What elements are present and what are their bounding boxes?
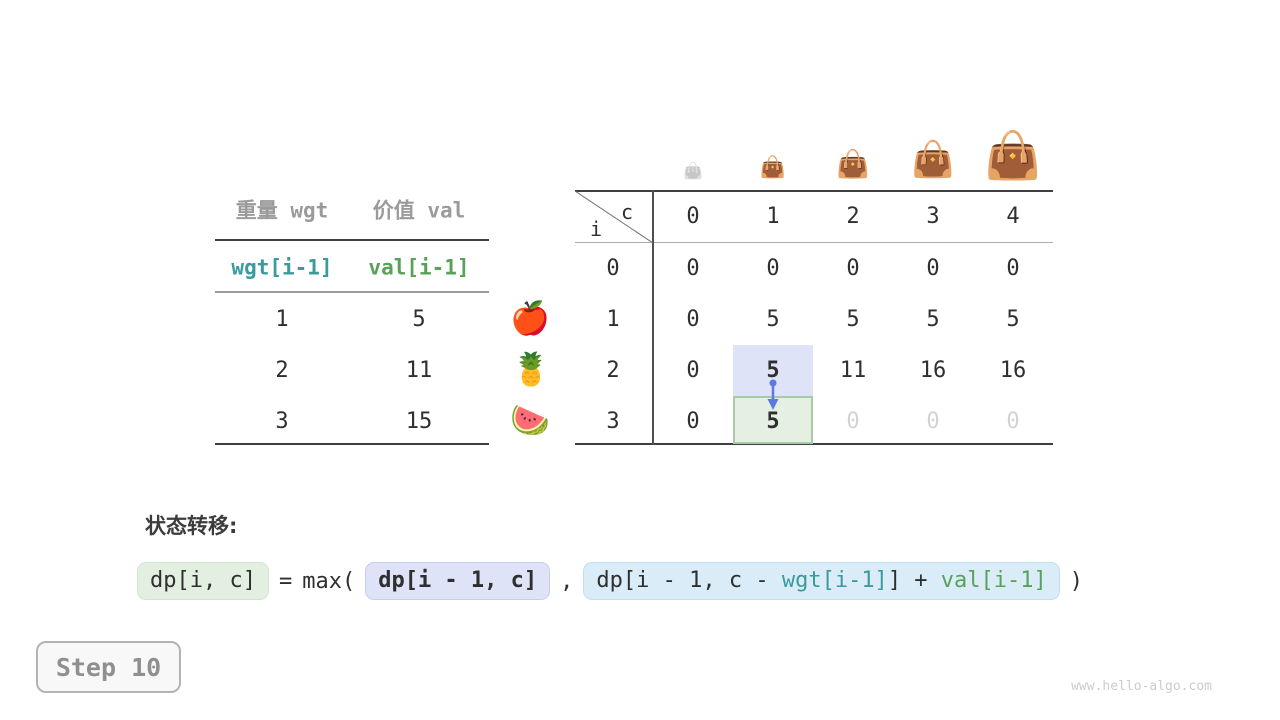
bag-icon-capacity-1: 👜 [759,155,787,179]
watermark: www.hello-algo.com [1071,679,1212,694]
dp-table-bottom-rule [575,443,1053,445]
corner-col-var: c [620,200,634,224]
dp-cell-1-3: 5 [926,307,940,332]
formula-put-prefix: dp[i - 1, c - [596,567,782,593]
dp-cell-3-3: 0 [926,409,940,434]
watermelon-icon: 🍉 [510,401,550,439]
dp-cell-2-3: 16 [919,358,947,383]
dp-cell-0-0: 0 [686,256,700,281]
item-3-value: 15 [405,409,433,434]
corner-row-var: i [589,217,603,241]
formula-comma: , [560,568,574,594]
dp-cell-3-1-highlighted: 5 [766,409,780,434]
formula-put-wgt: wgt[i-1] [781,567,888,593]
formula-equals: = [278,568,293,594]
col-header-3: 3 [926,204,940,229]
items-table-header-value: 价值 val [372,198,466,223]
formula-put-mid: ] + [887,567,941,593]
apple-icon: 🍎 [510,299,550,337]
dp-cell-1-2: 5 [846,307,860,332]
items-table-header-weight: 重量 wgt [235,198,329,223]
dp-cell-0-1: 0 [766,256,780,281]
dp-cell-1-0: 0 [686,307,700,332]
bag-icon-capacity-2: 👜 [836,149,870,180]
item-2-weight: 2 [275,358,289,383]
pineapple-icon: 🍍 [511,350,551,388]
formula-lhs-box: dp[i, c] [137,561,269,601]
formula-close-paren: ) [1069,568,1084,594]
dp-table-top-rule [575,190,1053,192]
row-header-0: 0 [606,256,620,281]
state-transition-label: 状态转移: [145,514,238,538]
items-table-mid-rule [215,291,489,293]
dp-cell-2-4: 16 [999,358,1027,383]
dp-cell-0-4: 0 [1006,256,1020,281]
dp-cell-2-0: 0 [686,358,700,383]
bag-icon-capacity-0: 👜 [683,161,703,180]
items-table-bottom-rule [215,443,489,445]
col-header-4: 4 [1006,204,1020,229]
items-table-top-rule [215,239,489,241]
dp-cell-3-0: 0 [686,409,700,434]
item-2-value: 11 [405,358,433,383]
item-1-weight: 1 [275,307,289,332]
items-table-wgt-formula: wgt[i-1] [231,255,333,280]
col-header-1: 1 [766,204,780,229]
bag-icon-capacity-4: 👜 [984,128,1042,182]
formula-put-val: val[i-1] [940,567,1047,593]
bag-icon-capacity-3: 👜 [911,140,955,180]
formula-keep-box: dp[i - 1, c] [365,561,551,601]
dp-cell-0-3: 0 [926,256,940,281]
step-badge: Step 10 [36,641,181,693]
dp-cell-1-1: 5 [766,307,780,332]
col-header-0: 0 [686,204,700,229]
dp-cell-2-1-highlighted: 5 [766,358,780,383]
dp-cell-0-2: 0 [846,256,860,281]
row-header-1: 1 [606,307,620,332]
corner-diagonal-line [575,191,653,243]
state-transition-formula: dp[i, c] = max( dp[i - 1, c] , dp[i - 1,… [137,561,1083,601]
item-1-value: 5 [412,307,426,332]
dp-table-vertical-divider [652,190,654,445]
transition-arrow-icon [767,379,779,410]
dp-cell-2-2: 11 [839,358,867,383]
row-header-2: 2 [606,358,620,383]
row-header-3: 3 [606,409,620,434]
dp-table-header-rule [575,242,1053,243]
dp-cell-3-2: 0 [846,409,860,434]
dp-cell-1-4: 5 [1006,307,1020,332]
col-header-2: 2 [846,204,860,229]
dp-cell-3-4: 0 [1006,409,1020,434]
formula-max-open: max( [302,568,356,594]
item-3-weight: 3 [275,409,289,434]
formula-put-box: dp[i - 1, c - wgt[i-1]] + val[i-1] [583,561,1060,601]
items-table-val-formula: val[i-1] [368,255,470,280]
